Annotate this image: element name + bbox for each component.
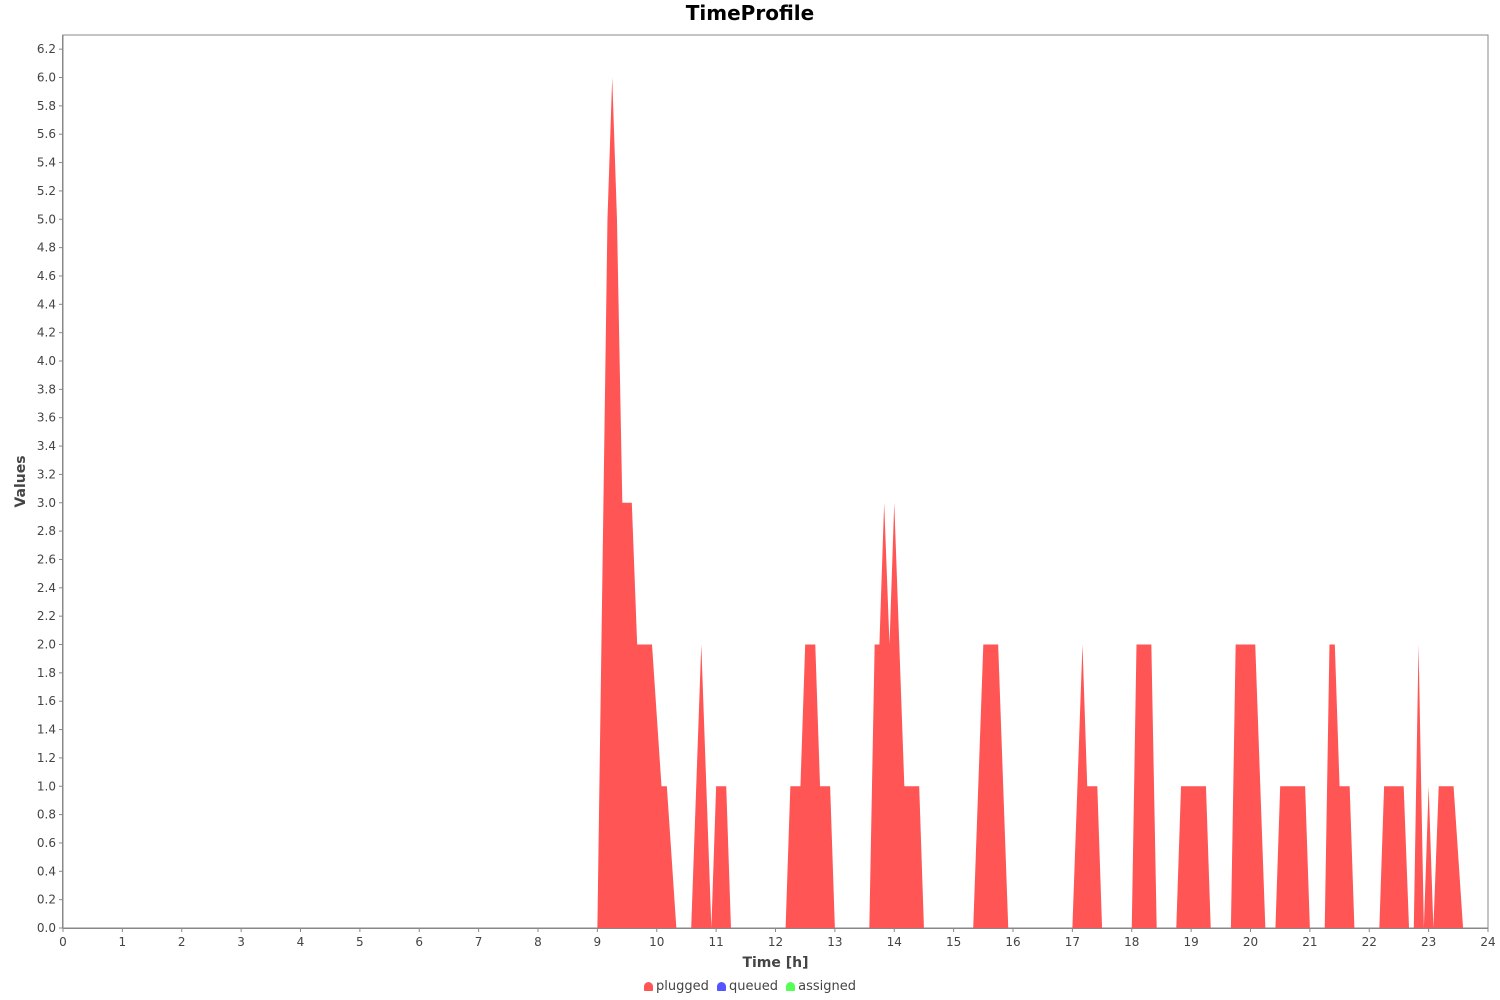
y-tick-label: 5.2 [37,184,56,198]
legend-label-assigned: assigned [798,979,856,994]
y-tick-label: 1.8 [37,666,56,680]
y-tick-label: 1.6 [37,694,56,708]
x-tick-label: 6 [415,935,423,949]
y-tick-label: 3.0 [37,496,56,510]
legend-item-queued: queued [717,979,778,994]
plot-area [62,34,1489,929]
legend-item-assigned: assigned [786,979,856,994]
y-tick-label: 6.0 [37,71,56,85]
x-tick-label: 19 [1183,935,1198,949]
x-axis-label: Time [h] [742,955,808,971]
x-tick-label: 16 [1005,935,1020,949]
y-tick-label: 2.2 [37,609,56,623]
x-tick-label: 20 [1243,935,1258,949]
y-tick-label: 3.2 [37,467,56,481]
y-tick-label: 1.4 [37,723,56,737]
series-area-plugged [63,77,1488,929]
y-axis-label: Values [13,455,29,507]
y-tick-label: 1.0 [37,779,56,793]
legend: plugged queued assigned [0,979,1500,994]
y-tick-label: 2.8 [37,524,56,538]
legend-label-queued: queued [729,979,778,994]
x-tick-label: 2 [178,935,186,949]
x-tick-label: 11 [708,935,723,949]
x-tick-label: 24 [1480,935,1495,949]
x-tick-label: 7 [475,935,483,949]
x-tick-label: 22 [1362,935,1377,949]
x-tick-label: 18 [1124,935,1139,949]
y-tick-label: 3.6 [37,411,56,425]
legend-item-plugged: plugged [644,979,709,994]
y-tick-label: 5.6 [37,127,56,141]
y-tick-label: 3.8 [37,382,56,396]
y-tick-label: 2.4 [37,581,56,595]
x-tick-label: 3 [237,935,245,949]
y-tick-label: 0.4 [37,864,56,878]
x-axis-ticks: 0 1 2 3 4 5 6 7 8 9 10 11 12 13 14 15 16 17 18 19 20 21 22 23 24 [59,928,1496,949]
y-tick-label: 0.8 [37,808,56,822]
y-axis-ticks: 0.0 0.2 0.4 0.6 0.8 1.0 1.2 1.4 1.6 1.8 2.0 2.2 2.4 2… [37,42,63,935]
legend-swatch-plugged [644,982,653,991]
y-tick-label: 3.4 [37,439,56,453]
x-tick-label: 5 [356,935,364,949]
y-tick-label: 6.2 [37,42,56,56]
y-tick-label: 4.4 [37,297,56,311]
legend-swatch-queued [717,982,726,991]
y-tick-label: 4.8 [37,241,56,255]
y-tick-label: 0.6 [37,836,56,850]
y-tick-label: 5.4 [37,156,56,170]
x-tick-label: 4 [297,935,305,949]
x-tick-label: 21 [1302,935,1317,949]
y-tick-label: 4.2 [37,326,56,340]
x-tick-label: 14 [887,935,902,949]
y-tick-label: 0.0 [37,921,56,935]
y-tick-label: 5.0 [37,212,56,226]
x-tick-label: 8 [534,935,542,949]
y-tick-label: 5.8 [37,99,56,113]
series-layer [63,77,1488,929]
x-tick-label: 0 [59,935,67,949]
legend-label-plugged: plugged [656,979,709,994]
x-tick-label: 12 [768,935,783,949]
y-tick-label: 4.6 [37,269,56,283]
y-tick-label: 2.0 [37,638,56,652]
y-tick-label: 4.0 [37,354,56,368]
x-tick-label: 17 [1065,935,1080,949]
x-tick-label: 1 [119,935,127,949]
y-tick-label: 1.2 [37,751,56,765]
legend-swatch-assigned [786,982,796,991]
y-tick-label: 2.6 [37,552,56,566]
x-tick-label: 9 [594,935,602,949]
x-tick-label: 13 [827,935,842,949]
chart-title: TimeProfile [685,1,815,25]
x-tick-label: 23 [1421,935,1436,949]
x-tick-label: 15 [946,935,961,949]
y-tick-label: 0.2 [37,893,56,907]
x-tick-label: 10 [649,935,664,949]
